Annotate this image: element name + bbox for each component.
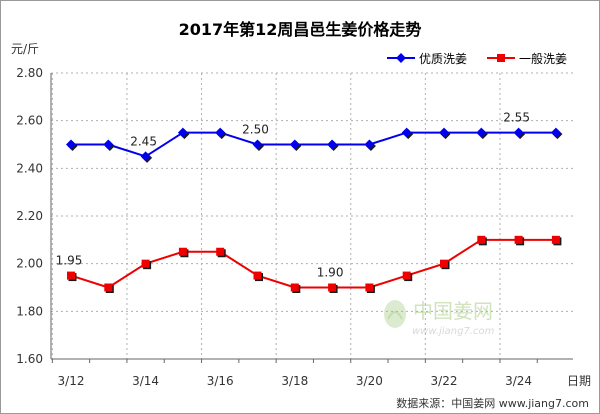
data-point — [328, 283, 337, 292]
data-point — [401, 127, 412, 138]
x-tick-label: 3/12 — [58, 374, 85, 388]
y-unit-label: 元/斤 — [11, 42, 39, 56]
data-label: 1.90 — [317, 266, 344, 280]
x-tick-label: 3/16 — [207, 374, 234, 388]
data-label: 2.55 — [503, 111, 530, 125]
legend-item-series-2: 一般洗姜 — [487, 51, 567, 66]
data-point — [477, 235, 486, 244]
legend-label-series-1: 优质洗姜 — [419, 52, 467, 66]
data-point — [215, 127, 226, 138]
series-1-line — [71, 131, 556, 158]
series-2-line — [70, 238, 556, 289]
data-point — [365, 283, 374, 292]
data-label: 2.45 — [130, 134, 157, 148]
data-point — [289, 139, 300, 150]
x-tick-label: 3/14 — [132, 374, 159, 388]
data-point — [252, 139, 263, 150]
data-point — [140, 151, 151, 162]
series-2 — [67, 235, 562, 293]
y-tick-label: 2.20 — [16, 209, 43, 223]
series-1 — [66, 127, 563, 163]
x-tick-label: 3/18 — [281, 374, 308, 388]
y-tick-label: 2.80 — [16, 66, 43, 80]
diamond-marker-icon — [396, 53, 406, 63]
y-tick-label: 2.00 — [16, 257, 43, 271]
data-point — [440, 259, 448, 268]
data-point — [177, 127, 188, 138]
data-point — [253, 271, 262, 280]
watermark: 中国姜网 www.jiang7.com — [384, 299, 495, 337]
data-point — [103, 139, 114, 150]
ginger-logo-icon — [384, 300, 406, 328]
legend-item-series-1: 优质洗姜 — [387, 52, 467, 66]
annotations: 2.45 2.50 2.55 1.95 1.90 — [56, 111, 530, 280]
data-label: 1.95 — [56, 254, 83, 268]
data-point — [551, 235, 560, 244]
legend: 优质洗姜 一般洗姜 — [387, 51, 567, 66]
y-tick-label: 1.80 — [16, 304, 43, 318]
chart-title: 2017年第12周昌邑生姜价格走势 — [179, 20, 422, 39]
legend-label-series-2: 一般洗姜 — [519, 51, 567, 66]
x-tick-label: 3/22 — [431, 374, 458, 388]
y-tick-label: 1.60 — [16, 352, 43, 366]
y-tick-label: 2.60 — [16, 114, 43, 128]
series-layer — [66, 127, 563, 293]
data-point — [66, 139, 76, 150]
data-point — [178, 247, 187, 256]
data-point — [514, 235, 523, 244]
data-point — [104, 283, 113, 292]
y-tick-label: 2.40 — [16, 161, 43, 175]
data-point — [550, 127, 561, 138]
data-point — [402, 271, 411, 280]
data-point — [364, 139, 375, 150]
data-point — [439, 127, 449, 138]
data-point — [67, 271, 75, 280]
x-axis-label: 日期 — [567, 374, 591, 388]
data-label: 2.50 — [242, 123, 269, 137]
square-marker-icon — [497, 54, 505, 62]
x-axis: 3/12 3/14 3/16 3/18 3/20 3/22 3/24 — [51, 358, 573, 388]
data-point — [290, 283, 299, 292]
data-point — [141, 259, 150, 268]
data-source: 数据来源：中国姜网 www.jiang7.com — [396, 396, 589, 410]
grid — [51, 72, 573, 360]
y-axis: 1.60 1.80 2.00 2.20 2.40 2.60 2.80 — [16, 66, 52, 366]
data-point — [513, 127, 524, 138]
x-tick-label: 3/24 — [505, 374, 532, 388]
data-point — [216, 247, 225, 256]
data-point — [476, 127, 487, 138]
data-point — [327, 139, 338, 150]
watermark-url: www.jiang7.com — [412, 326, 495, 337]
x-tick-label: 3/20 — [356, 374, 383, 388]
